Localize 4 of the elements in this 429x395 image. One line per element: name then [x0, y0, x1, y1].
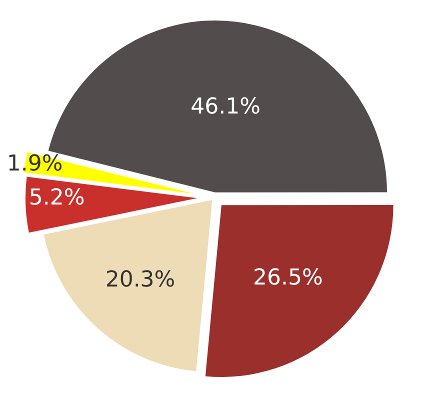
data-label: 5.2%	[28, 186, 85, 211]
data-label: 26.5%	[253, 266, 323, 291]
data-label: 20.3%	[105, 268, 176, 293]
data-label: 46.1%	[190, 94, 261, 120]
